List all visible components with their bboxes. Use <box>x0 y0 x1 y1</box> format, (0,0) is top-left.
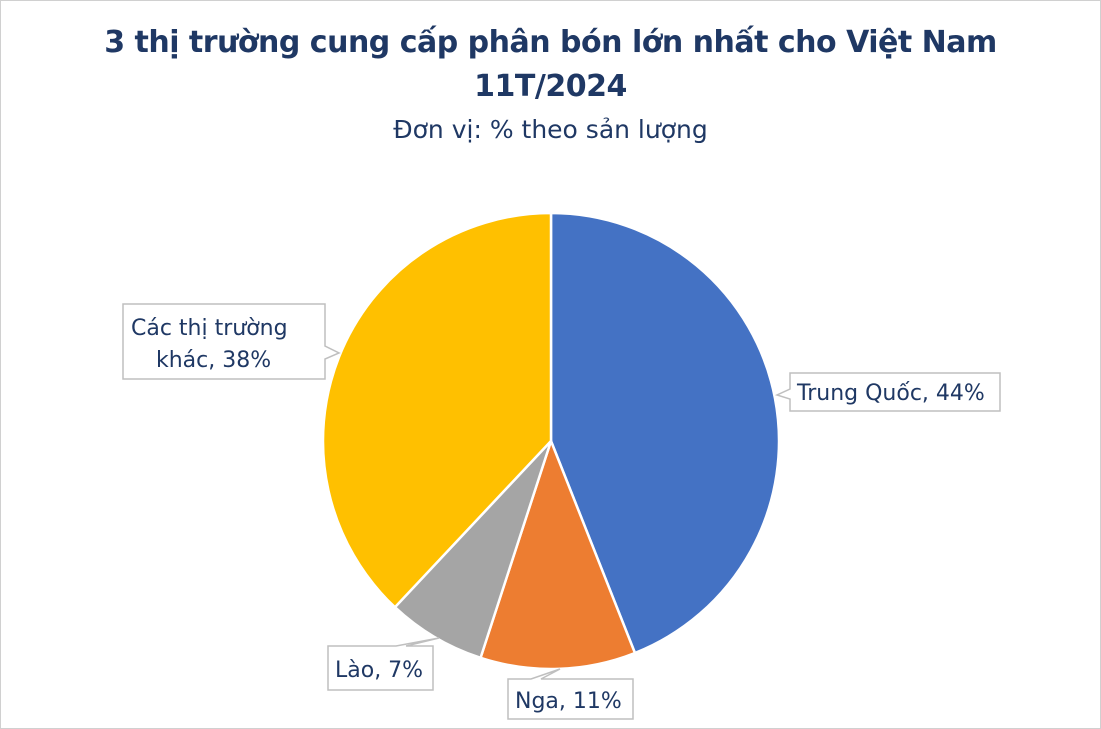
svg-text:Nga, 11%: Nga, 11% <box>515 689 622 714</box>
svg-text:Lào, 7%: Lào, 7% <box>335 658 423 683</box>
label-nga: Nga, 11% <box>507 668 634 720</box>
svg-text:Trung Quốc, 44%: Trung Quốc, 44% <box>796 381 985 406</box>
label-lao: Lào, 7% <box>327 637 440 691</box>
label-cac-thi-truong-khac: Các thị trường khác, 38% <box>122 303 341 380</box>
chart-subtitle: Đơn vị: % theo sản lượng <box>393 115 708 144</box>
pie-slice-nga <box>478 437 637 671</box>
pie-slice-các-thị-trường-khác <box>321 211 553 609</box>
svg-text:khác, 38%: khác, 38% <box>156 348 271 373</box>
chart-title-line1: 3 thị trường cung cấp phân bón lớn nhất … <box>104 25 997 60</box>
chart-title-line2: 11T/2024 <box>474 69 627 104</box>
label-trung-quoc: Trung Quốc, 44% <box>774 372 1001 412</box>
svg-text:Các thị trường: Các thị trường <box>131 316 288 341</box>
pie-slice-trung-quốc <box>549 211 781 655</box>
